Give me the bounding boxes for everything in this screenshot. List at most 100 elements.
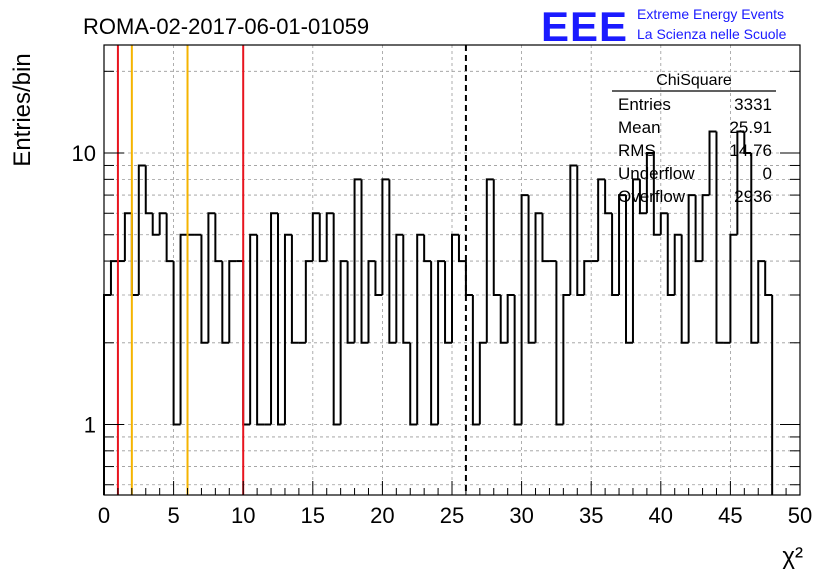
- histogram-series: [103, 130, 774, 495]
- histogram-bin: [611, 213, 620, 296]
- histogram-bin: [165, 213, 174, 263]
- x-tick-label: 45: [718, 503, 742, 528]
- run-title: ROMA-02-2017-06-01-01059: [83, 14, 369, 39]
- stats-value: 0: [763, 164, 772, 183]
- histogram-bin: [506, 293, 515, 343]
- x-axis-label: χ²: [782, 543, 803, 570]
- histogram-bin: [409, 342, 418, 426]
- histogram-bin: [520, 194, 529, 425]
- histogram-bin: [478, 341, 487, 425]
- histogram-bin: [492, 179, 501, 296]
- histogram-bin: [214, 213, 223, 263]
- x-tick-label: 35: [579, 503, 603, 528]
- histogram-bin: [228, 260, 237, 343]
- histogram-bin: [249, 233, 258, 425]
- stats-label: Entries: [618, 95, 671, 114]
- histogram-bin: [513, 294, 522, 426]
- histogram-bin: [144, 165, 153, 215]
- stats-rows: Entries 3331 Mean 25.91 RMS 14.76 Underflow 0 Ov…: [618, 95, 772, 206]
- stats-label: Overflow: [618, 187, 686, 206]
- histogram-bin: [764, 261, 773, 296]
- histogram-bin: [666, 213, 675, 296]
- histogram-bin: [729, 233, 738, 343]
- histogram-bin: [179, 233, 188, 425]
- histogram-bin: [290, 234, 299, 344]
- x-tick-labels: 0 5 10 15 20 25 30 35 40 45 50: [98, 503, 812, 528]
- histogram-bin: [151, 213, 160, 236]
- axis-ticks: [103, 70, 801, 495]
- histogram-bin: [680, 234, 689, 344]
- histogram-bin: [527, 195, 536, 344]
- histogram-bin: [645, 152, 654, 214]
- histogram-bin: [346, 261, 355, 344]
- histogram-bin: [534, 212, 543, 343]
- reference-lines: [116, 45, 467, 495]
- histogram-bin: [318, 213, 327, 263]
- x-tick-label: 30: [509, 503, 533, 528]
- histogram-bin: [757, 260, 766, 343]
- histogram-bin: [304, 260, 313, 343]
- stats-label: Underflow: [618, 164, 695, 183]
- histogram-bin: [659, 212, 668, 235]
- histogram-bin: [437, 260, 446, 425]
- histogram-bin: [708, 130, 717, 196]
- x-tick-label: 10: [231, 503, 255, 528]
- histogram-bin: [750, 153, 759, 344]
- stats-value: 25.91: [729, 118, 772, 137]
- histogram-bin: [158, 212, 167, 235]
- x-tick-label: 15: [301, 503, 325, 528]
- histogram-bin: [130, 213, 139, 296]
- stats-label: RMS: [618, 141, 656, 160]
- histogram-bin: [562, 293, 571, 425]
- histogram-bin: [430, 261, 439, 426]
- y-tick-label: 1: [84, 413, 96, 438]
- histogram-bin: [451, 233, 459, 343]
- x-tick-label: 5: [167, 503, 179, 528]
- histogram-bin: [339, 260, 348, 425]
- histogram-bin: [583, 260, 592, 295]
- histogram-bin: [652, 153, 661, 236]
- histogram-bin: [701, 194, 710, 262]
- histogram-bin: [103, 293, 111, 495]
- stats-value: 3331: [734, 95, 772, 114]
- histogram-bin: [715, 131, 724, 344]
- histogram-bin: [694, 195, 703, 263]
- histogram-bin: [631, 178, 640, 343]
- histogram-bin: [541, 213, 550, 263]
- histogram-bin: [325, 212, 334, 262]
- histogram-bin: [221, 261, 230, 344]
- histogram-bin: [200, 234, 209, 344]
- y-tick-labels: 1 10: [72, 141, 96, 437]
- logo-line-2: La Scienza nelle Scuole: [637, 26, 787, 42]
- histogram-bin: [374, 261, 383, 296]
- histogram-bin: [256, 234, 265, 426]
- stats-title: ChiSquare: [656, 72, 732, 89]
- x-tick-label: 40: [649, 503, 673, 528]
- histogram-bin: [423, 234, 432, 263]
- histogram-bin: [444, 261, 452, 344]
- logo-line-1: Extreme Energy Events: [637, 6, 784, 22]
- logo-mark: EEE: [541, 3, 628, 50]
- histogram-bin: [123, 212, 132, 262]
- x-tick-label: 20: [370, 503, 394, 528]
- y-axis-label: Entries/bin: [9, 53, 36, 166]
- histogram-bin: [576, 165, 585, 296]
- histogram-bin: [395, 233, 404, 343]
- histogram-bin: [499, 294, 508, 344]
- histogram-bin: [381, 178, 390, 295]
- histogram-bin: [137, 164, 146, 295]
- histogram-bin: [471, 294, 480, 426]
- histogram-bin: [109, 260, 118, 295]
- histogram-bin: [283, 233, 292, 425]
- histogram-bin: [332, 213, 341, 426]
- histogram-bin: [367, 260, 376, 343]
- histogram-bin: [172, 261, 181, 426]
- histogram-bin: [604, 179, 613, 215]
- histogram-bin: [270, 212, 278, 425]
- histogram-bin: [638, 179, 647, 215]
- histogram-bin: [736, 130, 745, 235]
- histogram-bin: [687, 194, 696, 343]
- histogram-bin: [353, 178, 362, 343]
- histogram-bin: [743, 131, 752, 155]
